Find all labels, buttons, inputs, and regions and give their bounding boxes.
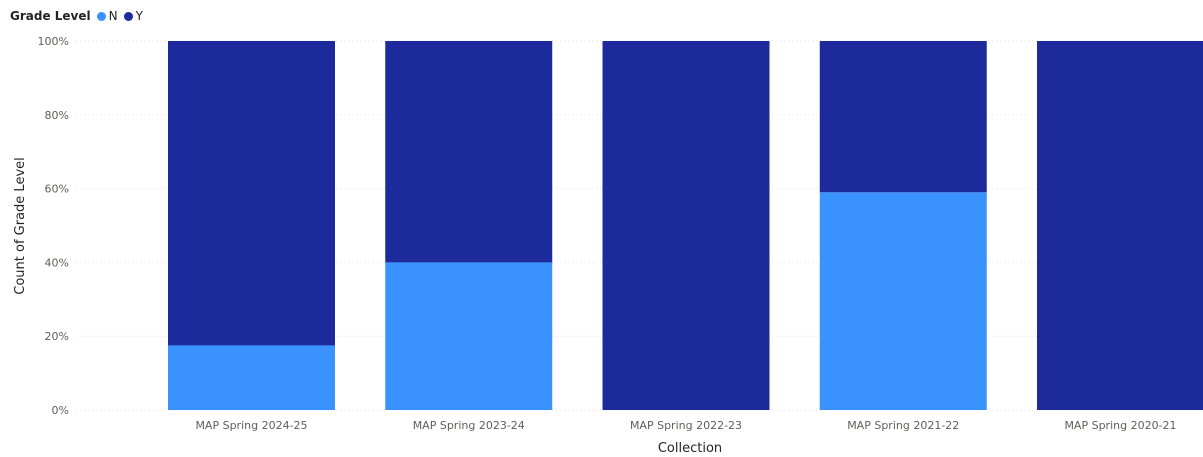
x-tick-label: MAP Spring 2024-25	[195, 419, 307, 432]
y-tick-label: 20%	[45, 330, 69, 343]
legend: Grade Level N Y	[10, 6, 149, 26]
y-tick-label: 60%	[45, 183, 69, 196]
bars	[168, 41, 1203, 410]
legend-item-n[interactable]: N	[96, 9, 118, 23]
y-tick-label: 0%	[52, 404, 69, 417]
x-tick-label: MAP Spring 2023-24	[413, 419, 525, 432]
bar-segment-n[interactable]	[385, 262, 553, 410]
legend-dot-n-icon	[96, 11, 106, 21]
bar-segment-y[interactable]	[602, 41, 770, 410]
y-tick-label: 40%	[45, 256, 69, 269]
bar-segment-y[interactable]	[168, 41, 335, 346]
legend-item-y[interactable]: Y	[123, 9, 143, 23]
x-tick-label: MAP Spring 2020-21	[1064, 419, 1176, 432]
legend-title: Grade Level	[10, 9, 91, 23]
bar-segment-y[interactable]	[819, 41, 987, 193]
x-axis-title: Collection	[658, 441, 722, 456]
legend-dot-y-icon	[123, 11, 133, 21]
y-tick-label: 100%	[38, 35, 69, 48]
legend-label-y: Y	[135, 9, 143, 23]
y-axis-title: Count of Grade Level	[13, 157, 28, 294]
x-axis-ticks: MAP Spring 2024-25 MAP Spring 2023-24 MAP …	[195, 419, 1176, 432]
x-tick-label: MAP Spring 2021-22	[847, 419, 959, 432]
bar-segment-y[interactable]	[1037, 41, 1203, 410]
x-tick-label: MAP Spring 2022-23	[630, 419, 742, 432]
y-tick-label: 80%	[45, 109, 69, 122]
y-axis-ticks: 0% 20% 40% 60% 80% 100%	[38, 35, 69, 417]
legend-label-n: N	[108, 9, 118, 23]
bar-segment-n[interactable]	[168, 345, 335, 410]
bar-segment-n[interactable]	[819, 192, 987, 410]
bar-segment-y[interactable]	[385, 41, 553, 263]
